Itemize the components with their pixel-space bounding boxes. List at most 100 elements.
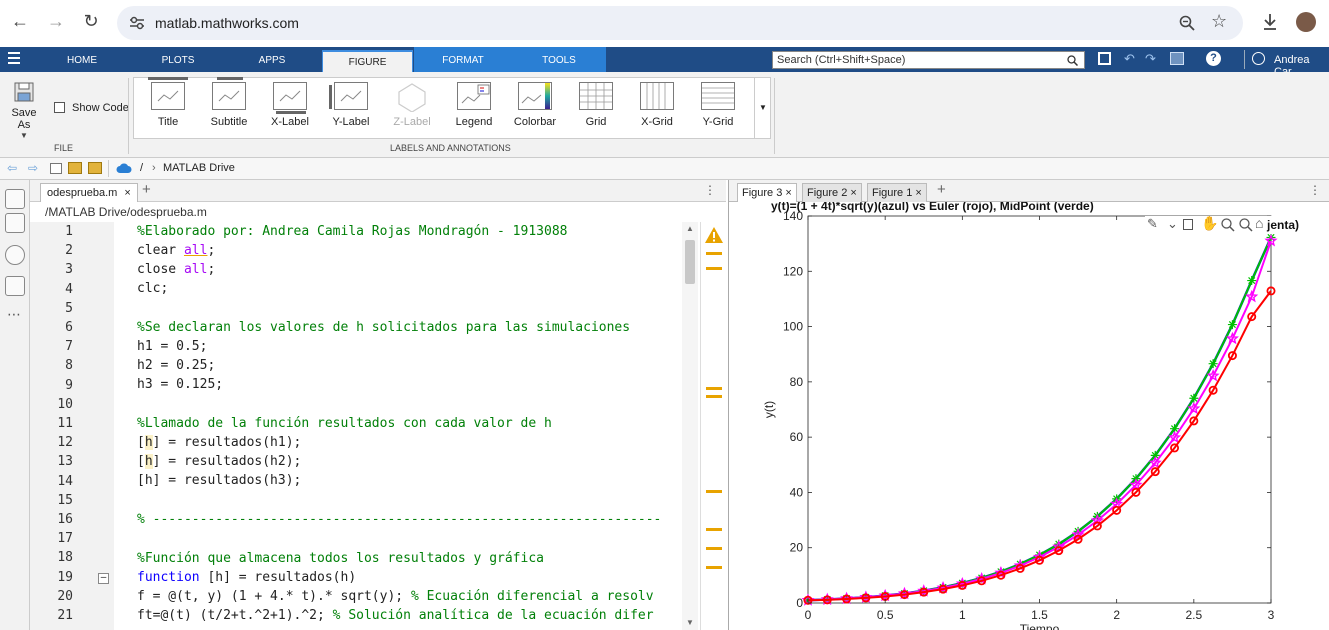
path-forward-icon[interactable]: ⇨ — [28, 161, 39, 175]
tab-format[interactable]: FORMAT — [414, 47, 512, 72]
parent-folder-icon[interactable] — [50, 163, 62, 174]
zoom-icon[interactable] — [1179, 15, 1195, 31]
scroll-up-icon[interactable]: ▲ — [686, 224, 694, 233]
warning-marker[interactable] — [706, 267, 722, 270]
show-code-checkbox[interactable] — [54, 102, 65, 113]
fold-toggle-icon[interactable]: – — [98, 573, 109, 584]
code-line[interactable]: [h] = resultados(h3); — [137, 473, 302, 488]
zoom-out-icon[interactable] — [1239, 218, 1253, 232]
scroll-down-icon[interactable]: ▼ — [686, 618, 694, 627]
scrollbar-thumb[interactable] — [685, 240, 695, 284]
code-line[interactable]: clear all; — [137, 243, 216, 258]
code-line[interactable]: function [h] = resultados(h) — [137, 570, 357, 585]
browse-folder-icon[interactable] — [68, 162, 82, 174]
z-label-button[interactable]: Z-Label — [384, 82, 440, 134]
warning-marker[interactable] — [706, 252, 722, 255]
code-line[interactable]: % --------------------------------------… — [137, 512, 662, 527]
reload-icon[interactable]: ↻ — [83, 11, 99, 31]
tab-apps[interactable]: APPS — [258, 55, 286, 66]
zoom-in-icon[interactable] — [1221, 218, 1235, 232]
warning-marker[interactable] — [706, 387, 722, 390]
code-line[interactable]: f = @(t, y) (1 + 4.* t).* sqrt(y); % Ecu… — [137, 589, 654, 604]
code-line[interactable]: h2 = 0.25; — [137, 358, 216, 373]
y-grid-button[interactable]: Y-Grid — [690, 82, 746, 134]
figure-tab-2[interactable]: Figure 2 × — [802, 183, 862, 202]
tab-home[interactable]: HOME — [67, 55, 97, 66]
user-icon[interactable] — [1252, 52, 1265, 65]
search-input[interactable]: Search (Ctrl+Shift+Space) — [772, 51, 1085, 69]
more-icon[interactable]: ⋯ — [7, 306, 22, 322]
warning-marker[interactable] — [706, 547, 722, 550]
layout-icon[interactable] — [5, 276, 25, 296]
warning-marker[interactable] — [706, 528, 722, 531]
close-tab-icon[interactable]: × — [850, 187, 857, 199]
code-line[interactable]: clc; — [137, 281, 169, 296]
avatar[interactable] — [1296, 12, 1316, 32]
current-folder-icon[interactable] — [5, 189, 25, 209]
code-line[interactable]: ft=@(t) (t/2+t.^2+1).^2; % Solución anal… — [137, 608, 654, 623]
new-tab-icon[interactable]: + — [142, 181, 151, 198]
line-chart[interactable]: 0 0.5 1 1.5 2 2.5 3 0 20 40 60 80 100 120 140 Tiempo y(t… — [729, 202, 1329, 630]
close-tab-icon[interactable]: × — [915, 187, 922, 199]
restore-view-icon[interactable]: ⌂ — [1255, 215, 1264, 231]
download-icon[interactable] — [1262, 13, 1278, 31]
code-line[interactable]: close all; — [137, 262, 216, 277]
address-bar[interactable]: matlab.mathworks.com ☆ — [117, 6, 1243, 40]
data-tip-icon[interactable]: ⌄ — [1167, 216, 1178, 231]
code-line[interactable]: %Se declaran los valores de h solicitado… — [137, 320, 631, 335]
file-search-icon[interactable] — [5, 245, 25, 265]
x-grid-button[interactable]: X-Grid — [629, 82, 685, 134]
switch-windows-icon[interactable] — [1170, 52, 1184, 65]
legend-button[interactable]: Legend — [446, 82, 502, 134]
y-label-button[interactable]: Y-Label — [323, 82, 379, 134]
tab-tools[interactable]: TOOLS — [512, 47, 606, 72]
warning-icon[interactable] — [704, 226, 724, 244]
back-icon[interactable]: ← — [11, 11, 29, 31]
bookmark-star-icon[interactable]: ☆ — [1211, 11, 1228, 31]
save-as-dropdown-icon[interactable]: ▼ — [20, 131, 28, 140]
tab-figure[interactable]: FIGURE — [322, 50, 413, 72]
site-settings-icon[interactable] — [129, 16, 145, 30]
undo-icon[interactable]: ↶ — [1124, 51, 1135, 66]
editor-tab[interactable]: odesprueba.m × — [40, 183, 138, 202]
url-text[interactable]: matlab.mathworks.com — [155, 15, 299, 31]
code-line[interactable]: %Función que almacena todos los resultad… — [137, 551, 544, 566]
pan-icon[interactable]: ✋ — [1201, 215, 1219, 231]
title-button[interactable]: Title — [140, 77, 196, 134]
code-line[interactable]: h1 = 0.5; — [137, 339, 208, 354]
redo-icon[interactable]: ↷ — [1145, 51, 1156, 66]
path-back-icon[interactable]: ⇦ — [7, 161, 18, 175]
gallery-expand-icon[interactable]: ▼ — [754, 78, 771, 138]
grid-button[interactable]: Grid — [568, 82, 624, 134]
save-icon[interactable] — [1098, 52, 1111, 65]
datatip-box-icon[interactable] — [1183, 219, 1193, 230]
editor-scrollbar[interactable]: ▲ ▼ — [682, 222, 698, 630]
search-icon[interactable] — [1067, 55, 1078, 66]
figure-tab-3[interactable]: Figure 3 × — [737, 183, 797, 202]
code-line[interactable]: h3 = 0.125; — [137, 377, 224, 392]
path-root[interactable]: / — [140, 162, 144, 174]
figure-options-icon[interactable]: ⋮ — [1309, 183, 1321, 197]
new-folder-icon[interactable] — [88, 162, 102, 174]
warning-marker[interactable] — [706, 490, 722, 493]
code-line[interactable]: [h] = resultados(h1); — [137, 435, 302, 450]
code-line[interactable]: [h] = resultados(h2); — [137, 454, 302, 469]
forward-icon[interactable]: → — [47, 11, 65, 31]
close-tab-icon[interactable]: × — [124, 187, 131, 199]
tab-plots[interactable]: PLOTS — [161, 55, 195, 66]
workspace-icon[interactable] — [5, 213, 25, 233]
path-location[interactable]: MATLAB Drive — [163, 162, 235, 174]
warning-marker[interactable] — [706, 566, 722, 569]
x-label-button[interactable]: X-Label — [262, 82, 318, 134]
subtitle-button[interactable]: Subtitle — [201, 77, 257, 134]
editor-options-icon[interactable]: ⋮ — [704, 183, 716, 197]
new-figure-tab-icon[interactable]: + — [937, 181, 946, 198]
save-as-button[interactable]: Save As ▼ — [6, 80, 42, 140]
menu-icon[interactable] — [8, 52, 20, 64]
code-line[interactable]: %Llamado de la función resultados con ca… — [137, 416, 552, 431]
figure-tab-1[interactable]: Figure 1 × — [867, 183, 927, 202]
colorbar-button[interactable]: Colorbar — [507, 82, 563, 134]
help-icon[interactable]: ? — [1206, 51, 1221, 66]
close-tab-icon[interactable]: × — [785, 187, 792, 199]
warning-marker[interactable] — [706, 395, 722, 398]
